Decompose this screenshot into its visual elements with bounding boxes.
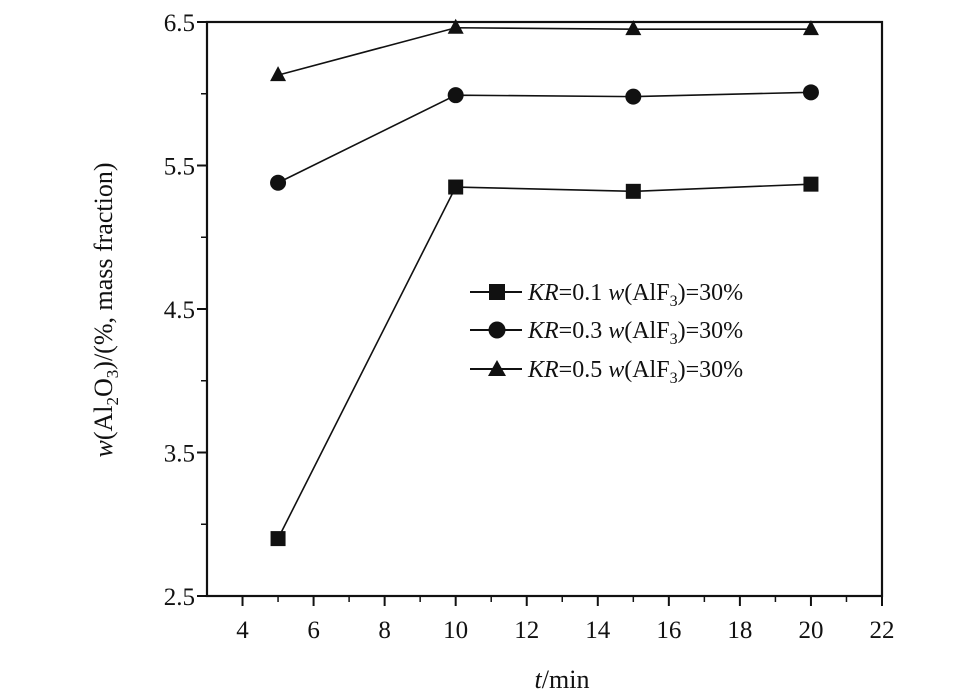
y-axis-label-rest: )/(%, mass fraction) [89, 163, 118, 370]
series-line-0 [277, 183, 811, 539]
y-tick-label: 2.5 [164, 584, 195, 611]
x-tick-label: 16 [656, 617, 681, 644]
svg-text:KR=0.5 w(AlF3)=30%: KR=0.5 w(AlF3)=30% [527, 357, 743, 387]
x-tick-label: 12 [514, 617, 539, 644]
data-point-square [803, 176, 819, 192]
y-axis-label: w(Al2O3)/(%, mass fraction) [89, 163, 122, 458]
data-point-triangle [625, 20, 642, 36]
data-point-square [448, 179, 464, 195]
series-layer [270, 18, 819, 547]
legend-entry-kr03: KR=0.3 w(AlF3)=30% [470, 318, 743, 348]
x-tick-label: 10 [443, 617, 468, 644]
data-point-square [625, 183, 641, 199]
y-tick-label: 5.5 [164, 154, 195, 181]
x-tick-label: 20 [798, 617, 823, 644]
y-axis-label-sub2: 3 [103, 370, 122, 379]
x-axis-label: t/min [535, 665, 590, 694]
x-axis-label-unit: /min [542, 665, 590, 694]
data-point-triangle [802, 20, 819, 36]
data-point-triangle [447, 18, 464, 34]
svg-text:KR=0.3 w(AlF3)=30%: KR=0.3 w(AlF3)=30% [527, 318, 743, 348]
data-point-circle [270, 174, 287, 191]
data-point-square [270, 531, 286, 547]
series-line-2 [277, 26, 811, 76]
legend-entry-kr05: KR=0.5 w(AlF3)=30% [470, 357, 743, 387]
x-tick-label: 18 [727, 617, 752, 644]
series-line-1 [277, 91, 811, 184]
x-tick-label: 6 [307, 617, 320, 644]
y-axis-label-w: w [89, 440, 118, 458]
y-tick-label: 4.5 [164, 297, 195, 324]
legend-entry-kr01: KR=0.1 w(AlF3)=30% [470, 280, 743, 310]
x-tick-label: 14 [585, 617, 611, 644]
svg-text:KR=0.1 w(AlF3)=30%: KR=0.1 w(AlF3)=30% [527, 280, 743, 310]
plot-area [205, 20, 884, 598]
x-tick-label: 22 [870, 617, 895, 644]
legend: KR=0.1 w(AlF3)=30% KR=0.3 w(AlF3)=30% KR… [470, 280, 743, 387]
data-point-circle [447, 87, 464, 104]
tick-layer: 4 6 8 10 12 14 16 18 20 22 2.5 3.5 4.5 5.5 6.5 [164, 10, 895, 644]
x-tick-label: 8 [378, 617, 391, 644]
y-axis-label-o: O [89, 378, 118, 397]
y-tick-label: 3.5 [164, 441, 195, 468]
data-point-triangle [270, 66, 287, 82]
y-axis-label-open: (Al [89, 405, 118, 440]
y-axis-label-sub1: 2 [103, 397, 122, 406]
y-tick-label: 6.5 [164, 10, 195, 37]
data-point-circle [802, 84, 819, 101]
x-tick-label: 4 [236, 617, 249, 644]
x-axis-label-var: t [535, 665, 543, 694]
data-point-circle [625, 88, 642, 105]
